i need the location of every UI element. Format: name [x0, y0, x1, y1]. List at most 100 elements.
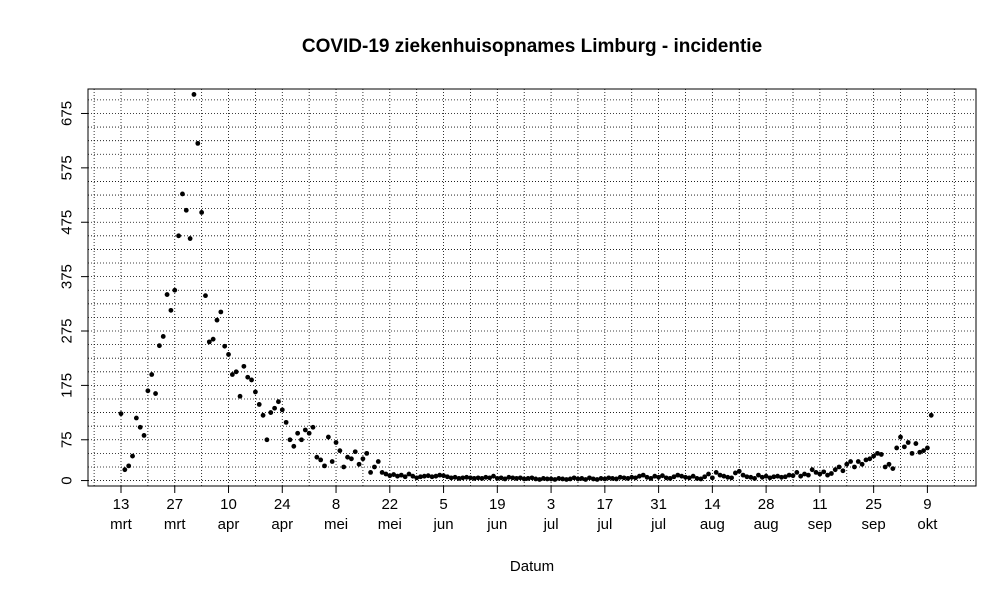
data-point	[226, 351, 231, 357]
data-point	[183, 207, 189, 213]
data-point	[368, 470, 373, 475]
x-tick-label-day: 14	[704, 496, 721, 513]
data-point	[779, 474, 784, 480]
x-tick-label-day: 24	[274, 496, 291, 513]
data-point	[464, 474, 469, 480]
data-point	[510, 475, 516, 481]
x-axis-label: Datum	[510, 558, 554, 575]
data-point	[648, 475, 654, 481]
data-point	[187, 236, 193, 241]
data-point	[249, 377, 254, 383]
data-point	[840, 468, 846, 474]
y-tick-label: 375	[58, 264, 75, 289]
data-point	[521, 476, 527, 482]
data-point	[890, 466, 896, 471]
data-point	[567, 476, 573, 482]
y-tick-label: 0	[58, 476, 75, 484]
data-point	[917, 449, 923, 455]
data-point	[548, 476, 554, 482]
data-point	[306, 430, 312, 436]
data-point	[168, 307, 174, 313]
data-point	[122, 467, 128, 473]
y-tick-label: 575	[58, 155, 75, 180]
data-point	[345, 454, 350, 460]
data-point	[740, 472, 746, 478]
data-point	[160, 334, 166, 339]
x-tick-label-month: aug	[754, 516, 779, 533]
data-point	[855, 459, 861, 464]
x-tick-label-day: 25	[865, 496, 882, 513]
x-tick-label-day: 28	[758, 496, 775, 513]
data-point	[564, 477, 569, 482]
data-point	[525, 475, 531, 481]
data-point	[379, 470, 385, 475]
data-point	[260, 412, 266, 418]
data-point	[825, 472, 830, 478]
data-point	[610, 475, 615, 481]
data-point	[748, 474, 754, 480]
data-point	[775, 473, 781, 479]
data-point	[494, 475, 500, 481]
data-point	[195, 140, 201, 146]
data-point	[325, 434, 331, 440]
x-tick-label-day: 19	[489, 496, 506, 513]
data-point	[690, 473, 696, 479]
data-point	[836, 464, 842, 470]
data-point	[452, 474, 458, 480]
x-tick-label-month: okt	[917, 516, 938, 533]
data-point	[137, 424, 143, 430]
data-point	[256, 402, 262, 407]
data-point	[809, 467, 815, 473]
data-point	[859, 461, 865, 467]
data-point	[322, 463, 327, 469]
data-point	[468, 475, 473, 481]
data-point	[279, 407, 285, 413]
data-point	[925, 445, 930, 451]
data-point	[387, 473, 393, 479]
data-point	[498, 475, 504, 481]
data-point	[752, 475, 757, 481]
x-tick-label-month: apr	[271, 516, 293, 533]
data-point	[878, 452, 884, 457]
data-point	[541, 475, 546, 481]
data-point	[594, 477, 600, 482]
x-tick-label-month: jun	[433, 516, 454, 533]
x-tick-label-day: 8	[332, 496, 340, 513]
data-point	[875, 450, 880, 456]
data-point	[867, 456, 873, 462]
y-axis: 0 75 175 275 375 475 575 675	[58, 101, 89, 485]
data-point	[713, 470, 719, 475]
data-point	[556, 475, 562, 481]
data-point	[517, 475, 523, 481]
data-point	[882, 464, 888, 470]
data-point	[210, 336, 216, 342]
data-point	[456, 475, 462, 481]
data-point	[671, 474, 677, 480]
data-point	[598, 475, 604, 481]
data-point	[514, 475, 519, 481]
data-point	[487, 475, 493, 481]
data-point	[844, 461, 850, 467]
data-point	[421, 473, 427, 479]
data-point	[798, 473, 804, 479]
data-point	[583, 477, 589, 482]
x-tick-label-day: 22	[381, 496, 398, 513]
y-tick-label: 75	[58, 431, 75, 448]
data-point	[571, 475, 577, 481]
data-point	[414, 475, 420, 481]
data-point	[149, 372, 155, 377]
y-tick-label: 275	[58, 318, 75, 343]
data-point	[287, 437, 293, 443]
data-point	[229, 372, 235, 377]
data-point	[744, 474, 750, 480]
data-point	[329, 459, 335, 464]
data-point	[126, 463, 132, 469]
data-point	[602, 476, 608, 482]
data-point	[245, 374, 251, 380]
data-point	[913, 441, 919, 446]
data-point	[398, 472, 404, 478]
data-point	[172, 287, 178, 293]
data-point	[383, 471, 389, 477]
data-point	[429, 474, 435, 480]
data-point	[445, 474, 450, 480]
